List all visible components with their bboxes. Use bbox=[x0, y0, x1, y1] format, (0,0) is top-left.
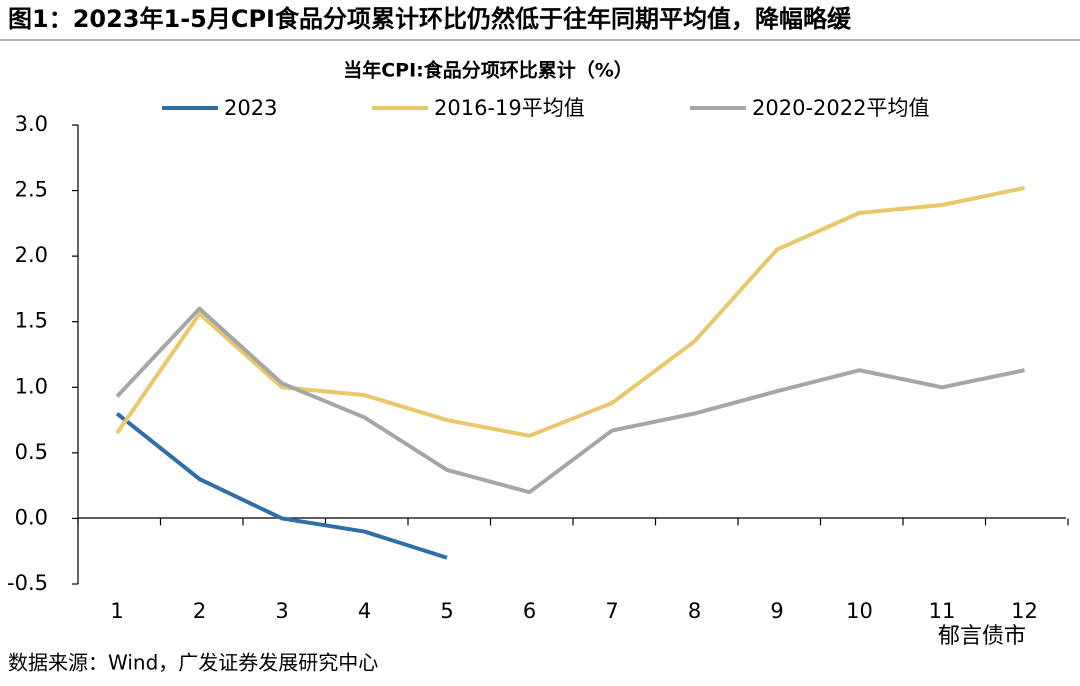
legend-label: 2016-19平均值 bbox=[434, 96, 585, 120]
legend-label: 2020-2022平均值 bbox=[752, 96, 929, 120]
y-tick-label: 1.5 bbox=[15, 309, 48, 333]
x-tick-label: 4 bbox=[358, 599, 371, 623]
y-tick-label: 2.5 bbox=[15, 178, 48, 202]
x-tick-label: 3 bbox=[275, 599, 288, 623]
legend-label: 2023 bbox=[224, 96, 277, 120]
watermark: 郁言债市 bbox=[938, 624, 1026, 649]
y-tick-label: 0.0 bbox=[15, 505, 48, 529]
series-line bbox=[115, 185, 1025, 438]
x-tick-label: 5 bbox=[440, 599, 453, 623]
chart-title: 图1：2023年1-5月CPI食品分项累计环比仍然低于往年同期平均值，降幅略缓 bbox=[8, 5, 852, 33]
x-tick-label: 9 bbox=[770, 599, 783, 623]
y-tick-label: -0.5 bbox=[7, 571, 48, 595]
x-tick-label: 11 bbox=[929, 599, 956, 623]
series-line bbox=[115, 306, 1025, 495]
source: 数据来源：Wind，广发证券发展研究中心 bbox=[8, 651, 378, 675]
x-tick-label: 2 bbox=[193, 599, 206, 623]
x-tick-label: 7 bbox=[605, 599, 618, 623]
chart-subtitle: 当年CPI:食品分项环比累计（%） bbox=[343, 59, 633, 82]
x-tick-label: 8 bbox=[688, 599, 701, 623]
y-tick-label: 3.0 bbox=[15, 112, 48, 136]
x-tick-label: 12 bbox=[1011, 599, 1038, 623]
x-tick-label: 6 bbox=[523, 599, 536, 623]
x-tick-label: 1 bbox=[110, 599, 123, 623]
y-tick-label: 0.5 bbox=[15, 440, 48, 464]
y-tick-label: 2.0 bbox=[15, 243, 48, 267]
series-line bbox=[115, 411, 448, 560]
y-tick-label: 1.0 bbox=[15, 374, 48, 398]
x-tick-label: 10 bbox=[846, 599, 873, 623]
